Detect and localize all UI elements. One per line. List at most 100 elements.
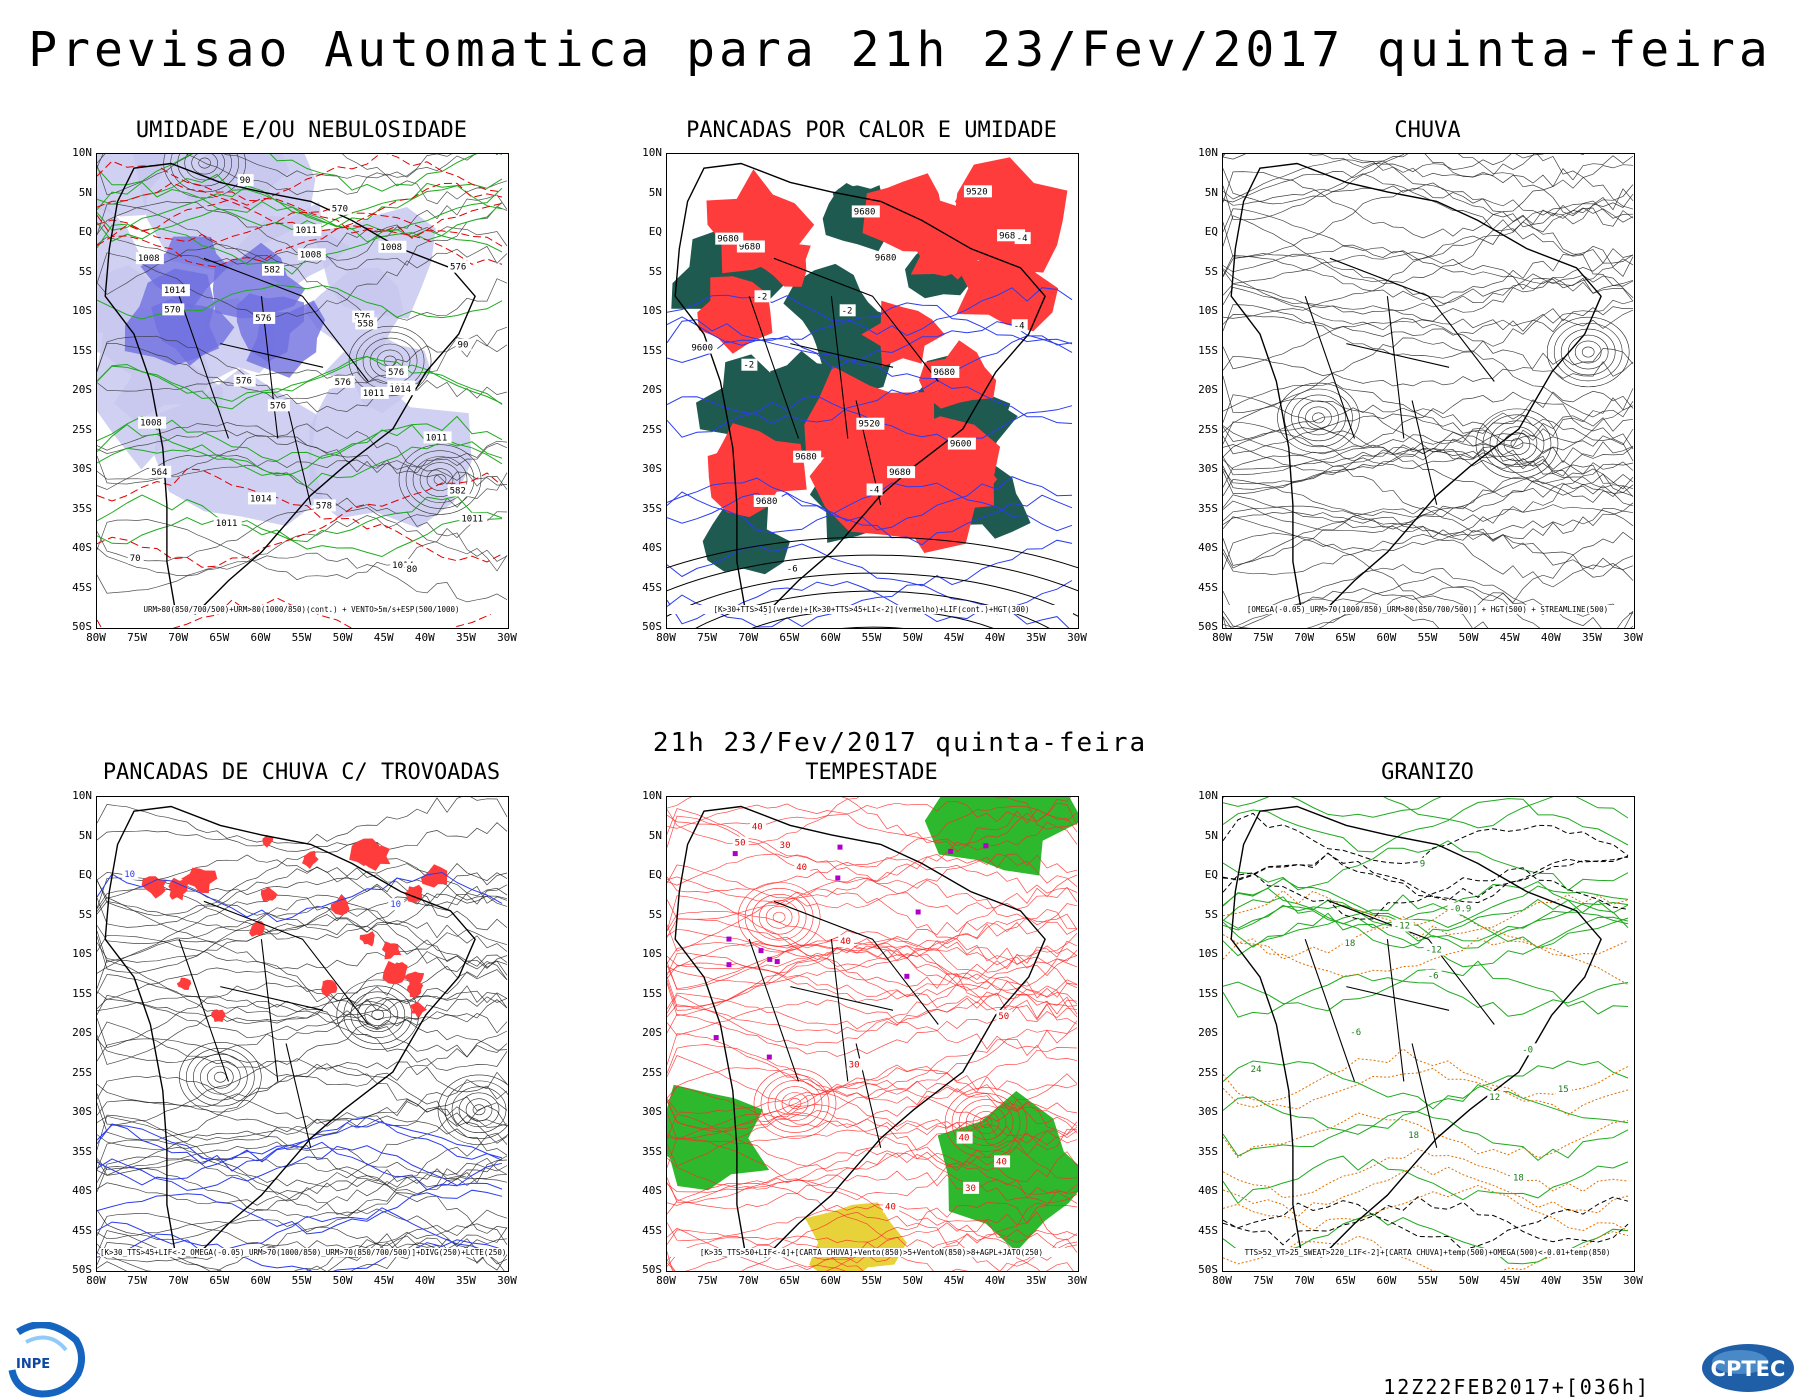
lat-tick-label: 45S [642, 1223, 662, 1237]
contour-label: 1008 [380, 243, 402, 253]
lon-tick-label: 70W [168, 631, 189, 644]
lon-tick-label: 80W [656, 1274, 676, 1287]
lat-tick-label: 20S [1198, 1026, 1218, 1039]
page-title: Previsao Automatica para 21h 23/Fev/2017… [28, 22, 1772, 78]
lon-tick-label: 75W [697, 631, 718, 644]
lat-tick-label: 45S [1198, 580, 1218, 594]
contour-label: -12 [1426, 946, 1442, 956]
lat-tick-label: 25S [72, 422, 92, 436]
contour-label: 30 [849, 1060, 860, 1070]
lon-tick-label: 40W [1540, 1274, 1561, 1287]
lat-tick-label: 5S [78, 907, 92, 921]
map-canvas-umidade: 1011 1008 1008 1011 1008 1011 1014 1008 1011 1014… [97, 154, 508, 628]
lon-tick-label: 45W [1499, 1274, 1520, 1287]
lon-tick-label: 60W [1376, 1274, 1397, 1287]
contour-label: -2 [757, 292, 768, 302]
lat-tick-label: 35S [1198, 1144, 1218, 1158]
lon-tick-label: 65W [779, 631, 800, 644]
contour-label: 9680 [933, 368, 955, 378]
contour-label: 9520 [966, 187, 988, 197]
contour-label: 10 [124, 870, 135, 880]
contour-label: 9680 [854, 207, 876, 217]
contour-label: 1011 [461, 515, 483, 525]
contour-label: -0.9 [1450, 905, 1472, 915]
lat-tick-label: EQ [1204, 225, 1218, 238]
contour-label: 50 [998, 1012, 1009, 1022]
lat-tick-label: 50S [642, 1263, 662, 1276]
contour-label: 10 [390, 900, 401, 910]
lat-tick-label: 20S [1198, 383, 1218, 396]
lat-tick-label: 35S [72, 1144, 92, 1158]
lon-tick-label: 55W [1417, 631, 1438, 644]
map-panel-chuva [1222, 153, 1635, 629]
contour-label: 12 [1489, 1093, 1500, 1103]
contour-label: 9520 [858, 420, 880, 430]
contour-label: 40 [996, 1157, 1007, 1167]
lat-tick-label: 5N [1204, 828, 1218, 842]
panel-legend-tempestade: [K>35_TTS>50+LIF<-4]+[CARTA CHUVA]+Vento… [670, 1248, 1073, 1257]
lon-tick-label: 70W [168, 1274, 189, 1287]
lon-tick-label: 70W [738, 631, 759, 644]
contour-label: 90 [240, 176, 251, 186]
cptec-logo: CPTEC [1702, 1344, 1794, 1392]
lon-tick-label: 40W [1540, 631, 1561, 644]
lon-tick-label: 65W [779, 1274, 800, 1287]
contour-label: -4 [1017, 234, 1028, 244]
lon-tick-label: 60W [1376, 631, 1397, 644]
lon-tick-label: 70W [1294, 631, 1315, 644]
panel-legend-trovoadas: [K>30_TTS>45+LIF<-2_OMEGA(-0.05)_URM>70(… [100, 1248, 507, 1257]
lon-tick-label: 80W [86, 1274, 106, 1287]
lon-tick-label: 80W [86, 631, 106, 644]
map-canvas-chuva [1223, 154, 1634, 628]
lat-tick-label: 45S [1198, 1223, 1218, 1237]
lat-tick-label: 35S [642, 1144, 662, 1158]
contour-label: 9680 [999, 231, 1021, 241]
contour-label: 18 [1408, 1131, 1419, 1141]
contour-label: -6 [787, 564, 798, 574]
contour-label: 9680 [739, 242, 761, 252]
lon-tick-label: 70W [738, 1274, 759, 1287]
contour-label: -2 [842, 306, 853, 316]
lon-tick-label: 30W [497, 1274, 517, 1287]
lat-tick-label: 10N [72, 146, 92, 159]
contour-label: 570 [164, 305, 180, 315]
cptec-logo-text: CPTEC [1711, 1357, 1786, 1381]
lat-tick-label: 5N [648, 185, 662, 199]
lon-tick-label: 35W [1025, 1274, 1046, 1287]
lat-tick-label: 15S [642, 986, 662, 1000]
lon-tick-label: 50W [902, 1274, 923, 1287]
contour-label: 18 [1344, 939, 1355, 949]
panel-title-tempestade: TEMPESTADE [805, 760, 938, 785]
contour-label: 576 [270, 401, 286, 411]
lat-tick-label: 50S [72, 1263, 92, 1276]
lon-tick-label: 65W [209, 1274, 230, 1287]
map-canvas-tempestade: 30 40 40 30 50 40 40 50 40 40 30 [667, 797, 1078, 1271]
lon-tick-label: 80W [1212, 631, 1232, 644]
lat-tick-label: 10S [642, 304, 662, 317]
lat-tick-label: EQ [648, 868, 662, 881]
inpe-logo: INPE [8, 1322, 85, 1398]
lon-tick-label: 70W [1294, 1274, 1315, 1287]
contour-label: 578 [316, 501, 332, 511]
lon-tick-label: 55W [291, 631, 312, 644]
lat-tick-label: 15S [72, 986, 92, 1000]
lon-tick-label: 50W [332, 1274, 353, 1287]
contour-label: 9680 [717, 235, 739, 245]
lon-tick-label: 60W [820, 631, 841, 644]
contour-label: -4 [869, 485, 880, 495]
lat-tick-label: 45S [72, 1223, 92, 1237]
lon-tick-label: 75W [127, 631, 148, 644]
lat-tick-label: 30S [642, 1105, 662, 1118]
lon-tick-label: 30W [1067, 1274, 1087, 1287]
lon-tick-label: 55W [861, 631, 882, 644]
lat-tick-label: 15S [642, 343, 662, 357]
lat-tick-label: EQ [1204, 868, 1218, 881]
lat-tick-label: 30S [72, 462, 92, 475]
contour-label: 80 [406, 565, 417, 575]
lat-tick-label: 25S [1198, 422, 1218, 436]
lat-tick-label: 50S [642, 620, 662, 633]
lat-tick-label: 30S [72, 1105, 92, 1118]
lat-tick-label: 10S [1198, 304, 1218, 317]
panel-title-pancadas-calor: PANCADAS POR CALOR E UMIDADE [686, 118, 1057, 143]
panel-legend-chuva: [OMEGA(-0.05)_URM>70(1000/850)_URM>80(85… [1226, 605, 1629, 614]
